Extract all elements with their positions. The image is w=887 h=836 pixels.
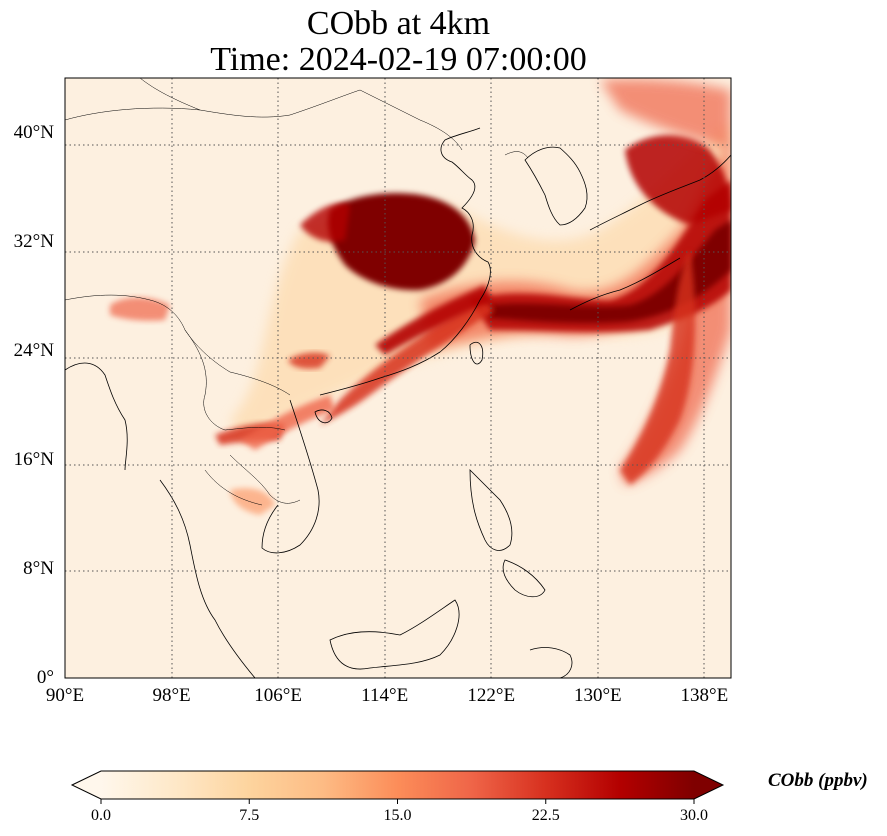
- lon-tick-label: 138°E: [680, 685, 729, 706]
- lat-tick-label: 24°N: [13, 339, 54, 361]
- map-title-line1: CObb at 4km: [306, 5, 491, 42]
- colorbar-label: CObb (ppbv): [768, 770, 868, 791]
- colorbar-tick-label: 7.5: [239, 807, 260, 824]
- colorbar-extend-max: [694, 771, 723, 799]
- colorbar-tick-label: 30.0: [680, 807, 708, 824]
- country-borders: [65, 78, 529, 506]
- colorbar-extend-min: [72, 771, 101, 799]
- lon-tick-label: 98°E: [152, 685, 191, 706]
- lat-tick-label: 40°N: [13, 121, 54, 143]
- colorbar: [70, 770, 725, 804]
- co-concentration-field: [110, 79, 731, 515]
- map-frame: [64, 77, 732, 679]
- colorbar-tick-label: 0.0: [91, 807, 111, 824]
- colorbar-tick-label: 15.0: [383, 807, 412, 824]
- lon-tick-label: 130°E: [573, 685, 622, 706]
- lon-tick-label: 122°E: [467, 685, 516, 706]
- coastlines: [65, 127, 731, 678]
- map-title-line2: Time: 2024-02-19 07:00:00: [210, 41, 587, 78]
- lat-tick-label: 16°N: [13, 448, 54, 470]
- lat-tick-label: 0°: [36, 667, 54, 688]
- lon-tick-label: 90°E: [45, 685, 85, 706]
- lon-tick-label: 106°E: [254, 685, 302, 706]
- lat-tick-label: 8°N: [23, 557, 54, 579]
- lat-tick-label: 32°N: [13, 230, 54, 252]
- map-background: [65, 78, 731, 678]
- lon-tick-label: 114°E: [361, 685, 409, 706]
- colorbar-gradient: [101, 771, 694, 799]
- colorbar-tick-label: 22.5: [531, 807, 560, 824]
- gridlines: [65, 78, 731, 678]
